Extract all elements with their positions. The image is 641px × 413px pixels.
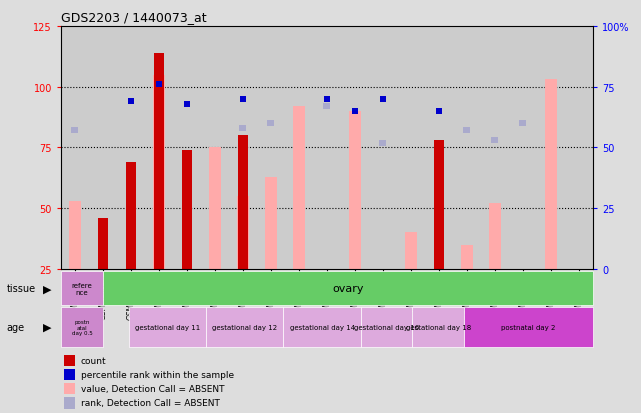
Bar	[154, 54, 164, 269]
Text: gestational day 18: gestational day 18	[406, 324, 470, 330]
Bar	[237, 197, 249, 269]
Bar	[126, 163, 137, 269]
Bar	[71, 128, 78, 134]
Bar	[379, 140, 387, 146]
Text: rank, Detection Call = ABSENT: rank, Detection Call = ABSENT	[81, 398, 219, 407]
Text: age: age	[6, 322, 24, 332]
Text: postn
atal
day 0.5: postn atal day 0.5	[72, 319, 92, 336]
Bar	[63, 397, 75, 408]
Bar	[352, 109, 358, 115]
Bar	[63, 383, 75, 394]
Bar	[128, 99, 134, 105]
Text: ▶: ▶	[43, 322, 51, 332]
Text: refere
nce: refere nce	[72, 282, 92, 295]
Bar	[292, 107, 305, 269]
Bar	[156, 82, 162, 88]
Bar	[267, 121, 274, 127]
Bar	[404, 233, 417, 269]
Bar	[436, 109, 442, 115]
Bar	[464, 308, 593, 347]
Bar	[283, 308, 361, 347]
Bar	[208, 148, 221, 269]
Bar	[240, 97, 246, 102]
Bar	[239, 126, 246, 132]
Bar	[61, 271, 103, 306]
Bar	[463, 128, 470, 134]
Text: ovary: ovary	[332, 283, 363, 294]
Bar	[61, 308, 103, 347]
Text: GDS2203 / 1440073_at: GDS2203 / 1440073_at	[61, 11, 206, 24]
Bar	[324, 104, 330, 110]
Bar	[519, 121, 526, 127]
Bar	[63, 369, 75, 380]
Text: tissue: tissue	[6, 283, 35, 294]
Text: gestational day 11: gestational day 11	[135, 324, 200, 330]
Bar	[433, 141, 444, 269]
Text: count: count	[81, 356, 106, 365]
Bar	[349, 112, 362, 269]
Bar	[324, 97, 330, 102]
Bar	[184, 102, 190, 107]
Bar	[238, 136, 248, 269]
Bar	[265, 177, 277, 269]
Text: gestational day 14: gestational day 14	[290, 324, 354, 330]
Bar	[361, 308, 412, 347]
Text: ▶: ▶	[43, 283, 51, 294]
Text: postnatal day 2: postnatal day 2	[501, 324, 556, 330]
Bar	[69, 202, 81, 269]
Bar	[412, 308, 464, 347]
Bar	[63, 355, 75, 366]
Bar	[181, 150, 192, 269]
Bar	[545, 80, 557, 269]
Bar	[206, 308, 283, 347]
Text: gestational day 16: gestational day 16	[354, 324, 419, 330]
Bar	[153, 75, 165, 269]
Bar	[380, 97, 386, 102]
Bar	[97, 218, 108, 269]
Bar	[461, 245, 473, 269]
Text: percentile rank within the sample: percentile rank within the sample	[81, 370, 234, 379]
Text: gestational day 12: gestational day 12	[212, 324, 278, 330]
Bar	[492, 138, 499, 144]
Bar	[488, 204, 501, 269]
Text: value, Detection Call = ABSENT: value, Detection Call = ABSENT	[81, 384, 224, 393]
Bar	[129, 308, 206, 347]
